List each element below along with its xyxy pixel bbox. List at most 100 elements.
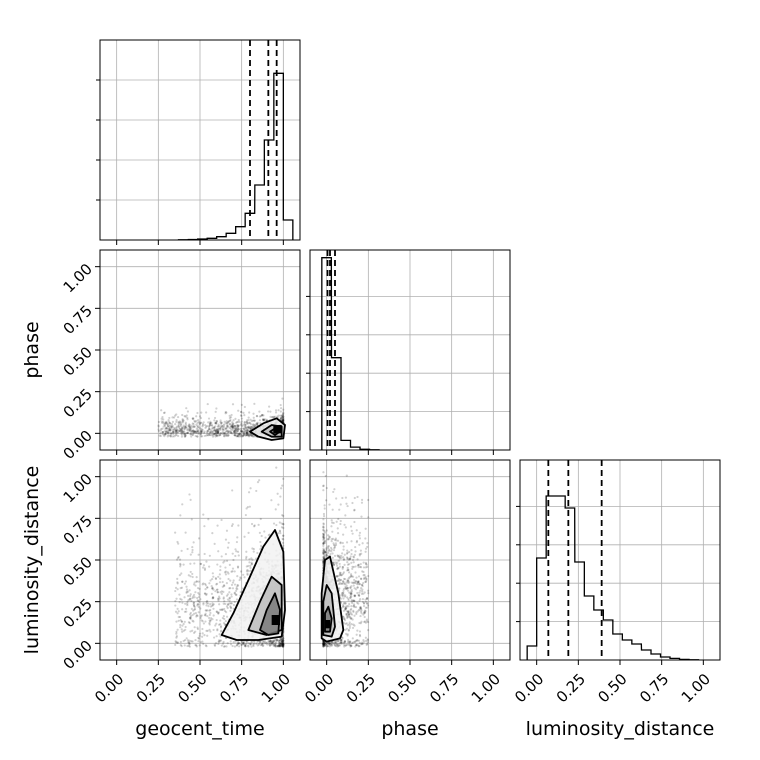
sample-point	[355, 643, 358, 646]
sample-point	[255, 414, 258, 418]
sample-point	[362, 566, 366, 569]
sample-point	[350, 617, 353, 621]
sample-point	[346, 586, 349, 589]
sample-point	[241, 429, 244, 433]
sample-point	[349, 596, 352, 599]
sample-point	[353, 605, 356, 609]
sample-point	[364, 547, 368, 550]
sample-point	[236, 434, 239, 438]
sample-point	[261, 413, 264, 417]
sample-point	[232, 427, 235, 430]
sample-point	[214, 432, 218, 435]
sample-point	[334, 543, 338, 547]
sample-point	[350, 592, 353, 595]
sample-point	[191, 613, 194, 617]
sample-point	[365, 618, 369, 621]
sample-point	[179, 587, 182, 590]
sample-point	[357, 644, 360, 647]
sample-point	[214, 430, 218, 433]
sample-point	[192, 620, 195, 623]
sample-point	[183, 435, 186, 438]
sample-point	[253, 402, 256, 405]
sample-point	[214, 642, 218, 645]
sample-point	[348, 622, 351, 626]
sample-point	[205, 592, 208, 596]
sample-point	[324, 550, 327, 554]
sample-point	[178, 600, 181, 604]
sample-point	[188, 423, 191, 426]
sample-point	[200, 429, 203, 433]
sample-point	[166, 423, 169, 426]
sample-point	[245, 420, 249, 424]
sample-point	[185, 585, 188, 588]
sample-point	[359, 610, 363, 613]
sample-point	[228, 414, 231, 417]
sample-point	[216, 428, 219, 431]
sample-point	[323, 504, 326, 507]
sample-point	[322, 645, 325, 648]
sample-point	[231, 432, 234, 435]
sample-point	[193, 593, 196, 596]
sample-point	[206, 586, 209, 589]
sample-point	[339, 597, 343, 600]
sample-point	[223, 571, 227, 574]
sample-point	[245, 557, 248, 560]
sample-point	[216, 591, 219, 594]
sample-point	[214, 425, 217, 428]
sample-point	[211, 587, 214, 590]
sample-point	[193, 607, 197, 611]
sample-point	[244, 425, 247, 428]
sample-point	[180, 429, 183, 432]
sample-point	[277, 645, 280, 648]
sample-point	[223, 623, 226, 626]
sample-point	[211, 577, 214, 581]
sample-point	[322, 523, 325, 526]
sample-point	[191, 433, 194, 436]
sample-point	[216, 563, 219, 566]
sample-point	[361, 597, 365, 601]
sample-point	[202, 582, 205, 585]
sample-point	[236, 435, 239, 438]
sample-point	[356, 629, 359, 632]
sample-point	[341, 582, 344, 585]
sample-point	[213, 416, 217, 420]
sample-point	[164, 427, 167, 431]
sample-point	[186, 431, 189, 435]
sample-point	[206, 431, 209, 434]
sample-point	[282, 419, 285, 422]
sample-point	[184, 421, 187, 424]
sample-point	[220, 422, 223, 426]
histogram-bin	[274, 73, 284, 240]
sample-point	[245, 431, 248, 435]
sample-point	[218, 433, 222, 436]
sample-point	[278, 643, 281, 646]
sample-point	[341, 595, 344, 598]
sample-point	[366, 606, 369, 609]
sample-point	[189, 630, 192, 633]
sample-point	[353, 496, 356, 500]
sample-point	[353, 600, 356, 603]
sample-point	[258, 642, 261, 645]
sample-point	[175, 630, 178, 633]
sample-point	[202, 421, 205, 424]
sample-point	[325, 499, 328, 502]
sample-point	[333, 641, 336, 644]
sample-point	[352, 603, 356, 606]
sample-point	[231, 421, 234, 424]
sample-point	[347, 568, 350, 572]
sample-point	[348, 576, 351, 579]
sample-point	[356, 586, 359, 589]
sample-point	[205, 411, 208, 414]
sample-point	[211, 435, 215, 438]
sample-point	[222, 645, 226, 648]
sample-point	[363, 610, 366, 614]
sample-point	[184, 602, 187, 605]
sample-point	[350, 590, 353, 593]
sample-point	[345, 556, 349, 559]
sample-point	[197, 591, 200, 595]
sample-point	[323, 531, 327, 534]
sample-point	[244, 423, 247, 427]
sample-point	[229, 605, 232, 608]
sample-point	[236, 429, 239, 432]
sample-point	[263, 418, 266, 421]
